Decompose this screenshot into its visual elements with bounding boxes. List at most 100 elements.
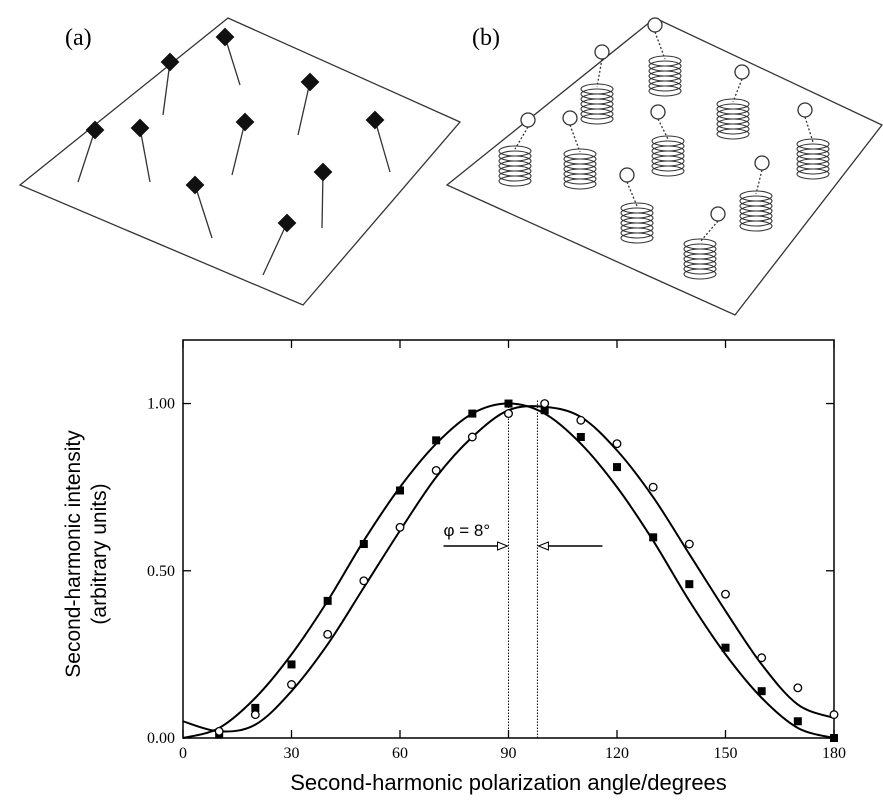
fit-curve	[182, 402, 835, 739]
data-point	[649, 533, 658, 542]
panel-label: (b)	[472, 25, 500, 51]
data-point	[576, 432, 585, 441]
data-point	[431, 465, 441, 475]
x-axis-label: Second-harmonic polarization angle/degre…	[290, 770, 727, 795]
surface	[18, 17, 462, 306]
coil-turn	[620, 227, 654, 239]
coil-turn	[563, 178, 597, 190]
data-point	[757, 687, 766, 696]
data-point	[612, 439, 622, 449]
molecule-head	[710, 206, 726, 222]
data-point	[540, 399, 550, 408]
data-point	[467, 432, 477, 442]
arrow-head	[537, 541, 549, 551]
y-tick-label: 0.50	[147, 563, 175, 580]
coil-turn	[683, 268, 717, 280]
y-tick-label: 1.00	[147, 396, 175, 413]
molecule-tail	[139, 127, 151, 183]
coil-turn	[498, 175, 532, 187]
molecule-tail	[77, 129, 96, 183]
data-point	[504, 409, 513, 419]
molecule-head	[313, 162, 333, 182]
molecule-head	[619, 167, 635, 183]
molecule-head	[160, 52, 180, 72]
data-point	[287, 660, 296, 669]
molecule-head	[300, 72, 320, 92]
data-point	[504, 399, 513, 408]
molecule-head	[215, 27, 235, 47]
y-axis-label: (arbitrary units)	[88, 483, 111, 624]
data-point	[395, 522, 405, 532]
data-point	[757, 653, 767, 663]
data-point	[684, 539, 694, 549]
molecule-tail	[231, 121, 246, 176]
molecule-head	[650, 104, 666, 120]
chart: 0 30 60 90 120 150 180 0.00 0.50 1.00 Second-harmo…	[62, 339, 846, 795]
molecule-head	[130, 118, 150, 138]
x-tick-label: 150	[714, 745, 738, 762]
molecule-head	[562, 110, 578, 126]
annotation: φ = 8°	[444, 521, 491, 540]
linker	[755, 169, 763, 195]
coil-turn	[648, 85, 682, 97]
data-point	[613, 463, 621, 472]
x-tick-label: 30	[284, 745, 300, 762]
coil-turn	[580, 108, 614, 120]
x-tick-label: 120	[605, 745, 629, 762]
coil-turn	[683, 263, 717, 275]
x-tick-label: 60	[392, 745, 408, 762]
molecule-tail	[162, 61, 171, 116]
coil-turn	[651, 160, 685, 172]
data-point	[829, 710, 839, 720]
data-point	[323, 629, 333, 639]
x-tick-label: 90	[501, 745, 517, 762]
molecule-head	[734, 64, 750, 80]
molecule-head	[85, 120, 105, 140]
data-point	[685, 580, 694, 589]
data-point	[396, 486, 404, 495]
linker	[699, 220, 719, 243]
molecule-head	[647, 17, 663, 33]
x-tick-label: 0	[179, 745, 187, 762]
data-point	[432, 436, 441, 445]
arrow-head	[497, 541, 509, 551]
linker	[514, 126, 529, 150]
data-point	[250, 710, 260, 720]
linker	[596, 58, 603, 88]
panel-b	[445, 17, 883, 316]
surface	[445, 17, 883, 316]
coil-turn	[716, 123, 750, 135]
panel-label: (a)	[65, 25, 92, 51]
linker	[626, 181, 638, 207]
x-tick-label: 180	[822, 745, 846, 762]
data-point	[251, 703, 260, 712]
data-point	[287, 680, 296, 689]
coil-turn	[796, 163, 830, 175]
data-point	[648, 482, 658, 492]
panel-a	[18, 17, 462, 306]
coil-turn	[648, 80, 682, 92]
molecule-head	[594, 44, 610, 60]
data-point	[323, 596, 332, 605]
data-point	[721, 589, 730, 599]
coil-turn	[739, 215, 773, 227]
coil-turn	[739, 220, 773, 232]
y-axis-label: Second-harmonic intensity	[62, 430, 85, 678]
data-point	[214, 726, 224, 736]
coil-turn	[498, 170, 532, 182]
data-point	[793, 683, 803, 693]
linker	[732, 78, 743, 103]
coil-turn	[716, 128, 750, 140]
linker	[569, 124, 581, 153]
molecule-tail	[297, 81, 311, 136]
data-point	[721, 643, 730, 652]
molecule-head	[235, 112, 255, 132]
coil-turn	[796, 168, 830, 180]
data-point	[793, 717, 802, 726]
molecule-head	[754, 155, 770, 171]
molecule-tail	[224, 36, 241, 86]
molecule-head	[520, 112, 536, 128]
coil-turn	[620, 232, 654, 244]
